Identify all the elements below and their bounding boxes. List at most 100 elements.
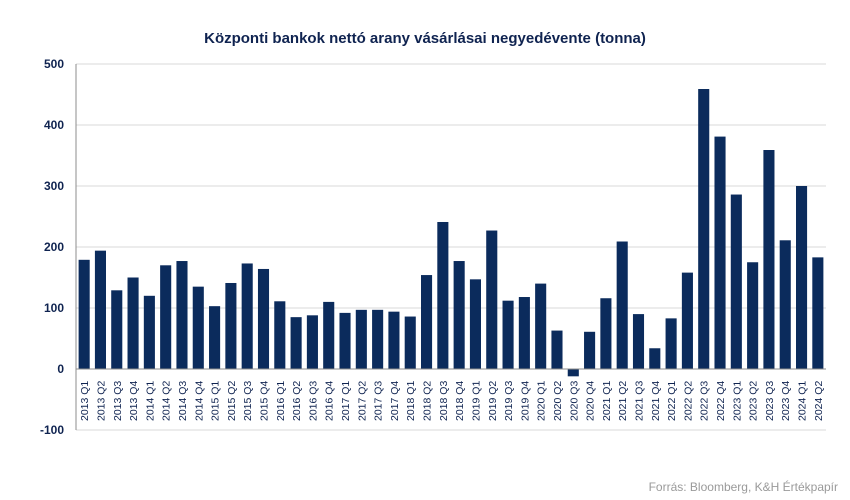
x-tick-labels: 2013 Q1 2013 Q2 2013 Q3 2013 Q4 2014 Q1 2014 …	[79, 381, 825, 421]
x-tick-label: 2021 Q1	[601, 381, 613, 421]
bar	[274, 301, 286, 369]
axes	[75, 64, 826, 430]
x-tick-label: 2014 Q4	[193, 381, 205, 421]
x-tick-label: 2020 Q3	[568, 381, 580, 421]
bar	[290, 317, 302, 369]
x-tick-label: 2020 Q2	[552, 381, 564, 421]
bar	[502, 300, 514, 369]
bar	[323, 301, 335, 369]
bar	[94, 250, 106, 369]
x-tick-label: 2013 Q1	[79, 381, 91, 421]
y-tick-label: 300	[44, 179, 64, 193]
bar	[535, 283, 547, 369]
bar	[812, 257, 824, 369]
bar	[616, 241, 628, 369]
bars	[78, 89, 824, 377]
x-tick-label: 2024 Q1	[797, 381, 809, 421]
x-tick-label: 2018 Q1	[405, 381, 417, 421]
bar	[209, 306, 221, 369]
x-tick-label: 2016 Q4	[324, 381, 336, 421]
bar	[160, 265, 172, 369]
bar	[584, 331, 596, 369]
bar	[796, 186, 808, 369]
bar	[518, 297, 530, 369]
y-tick-labels: 500 400 300 200 100 0 -100	[40, 57, 64, 437]
bar	[600, 298, 612, 369]
bar	[437, 221, 449, 369]
x-tick-label: 2022 Q3	[699, 381, 711, 421]
x-tick-label: 2017 Q1	[340, 381, 352, 421]
chart-title: Központi bankok nettó arany vásárlásai n…	[204, 30, 646, 47]
x-tick-label: 2016 Q2	[291, 381, 303, 421]
x-tick-label: 2023 Q4	[780, 381, 792, 421]
x-tick-label: 2015 Q1	[210, 381, 222, 421]
x-tick-label: 2015 Q2	[226, 381, 238, 421]
x-tick-label: 2019 Q4	[519, 381, 531, 421]
x-tick-label: 2013 Q4	[128, 381, 140, 421]
bar	[143, 295, 155, 369]
x-tick-label: 2019 Q3	[503, 381, 515, 421]
y-tick-label: 400	[44, 118, 64, 132]
y-tick-label: 100	[44, 301, 64, 315]
source-note: Forrás: Bloomberg, K&H Értékpapír	[648, 480, 838, 494]
bar	[111, 290, 123, 369]
bar	[469, 279, 481, 369]
x-tick-label: 2017 Q4	[389, 381, 401, 421]
bar	[632, 314, 645, 369]
x-tick-label: 2022 Q4	[715, 381, 727, 421]
bar	[176, 261, 188, 369]
x-tick-label: 2014 Q2	[161, 381, 173, 421]
bar	[355, 309, 367, 369]
y-tick-label: -100	[40, 423, 64, 437]
x-tick-label: 2018 Q4	[454, 381, 466, 421]
gridlines	[76, 63, 826, 431]
bar	[665, 318, 677, 369]
x-tick-label: 2020 Q1	[536, 381, 548, 421]
bar	[78, 259, 90, 369]
x-tick-label: 2018 Q3	[438, 381, 450, 421]
x-tick-label: 2021 Q3	[634, 381, 646, 421]
bar	[714, 136, 726, 369]
bar	[681, 272, 693, 369]
bar	[730, 194, 742, 369]
x-tick-label: 2019 Q2	[487, 381, 499, 421]
bar	[551, 330, 563, 369]
bar	[372, 309, 384, 369]
bar	[486, 230, 498, 369]
x-tick-label: 2022 Q2	[682, 381, 694, 421]
x-tick-label: 2016 Q1	[275, 381, 287, 421]
bar	[241, 263, 253, 369]
x-tick-label: 2015 Q4	[259, 381, 271, 421]
bar	[192, 286, 204, 369]
x-tick-label: 2023 Q3	[764, 381, 776, 421]
x-tick-label: 2015 Q3	[242, 381, 254, 421]
bar	[225, 282, 237, 369]
bar	[404, 316, 416, 369]
bar	[127, 277, 139, 369]
bar	[763, 150, 775, 369]
x-tick-label: 2023 Q2	[748, 381, 760, 421]
x-tick-label: 2021 Q2	[617, 381, 629, 421]
y-tick-label: 500	[44, 57, 64, 71]
x-tick-label: 2021 Q4	[650, 381, 662, 421]
y-tick-label: 0	[57, 362, 64, 376]
bar	[567, 369, 579, 377]
bar	[649, 348, 661, 369]
x-tick-label: 2013 Q3	[112, 381, 124, 421]
bar	[306, 315, 318, 369]
x-tick-label: 2017 Q2	[356, 381, 368, 421]
bar	[747, 262, 759, 369]
bar	[779, 240, 791, 369]
x-tick-label: 2024 Q2	[813, 381, 825, 421]
bar	[698, 89, 710, 369]
x-tick-label: 2013 Q2	[95, 381, 107, 421]
x-tick-label: 2018 Q2	[422, 381, 434, 421]
x-tick-label: 2022 Q1	[666, 381, 678, 421]
y-tick-label: 200	[44, 240, 64, 254]
bar	[339, 312, 351, 369]
bar	[453, 261, 465, 369]
x-tick-label: 2014 Q1	[144, 381, 156, 421]
x-tick-label: 2020 Q4	[585, 381, 597, 421]
bar	[257, 268, 270, 369]
